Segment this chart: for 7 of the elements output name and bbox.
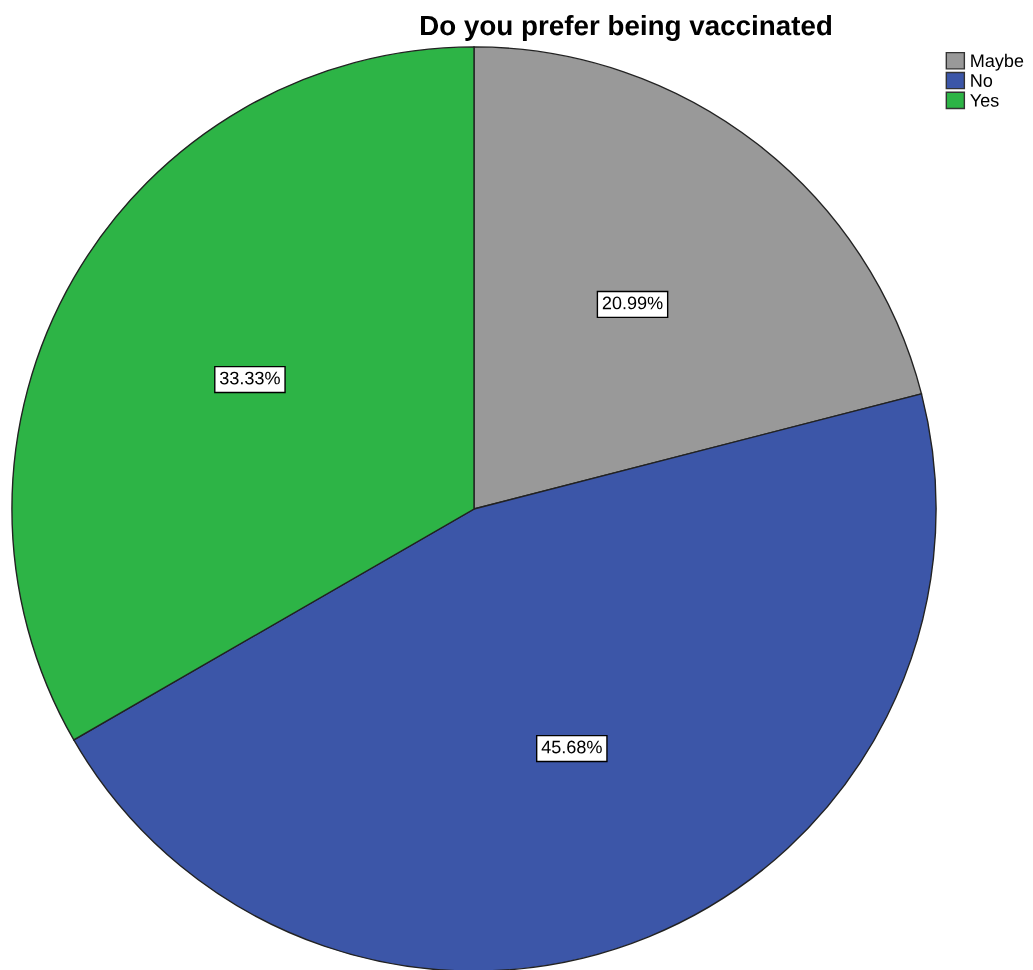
chart-title: Do you prefer being vaccinated [421, 14, 832, 42]
data-label: 20.99% [602, 296, 663, 310]
legend-label: Maybe [971, 53, 1024, 71]
legend-label: Yes [970, 94, 999, 107]
data-label: 33.33% [219, 371, 280, 385]
data-label: 45.68% [541, 740, 602, 754]
legend-label: No [971, 74, 993, 87]
